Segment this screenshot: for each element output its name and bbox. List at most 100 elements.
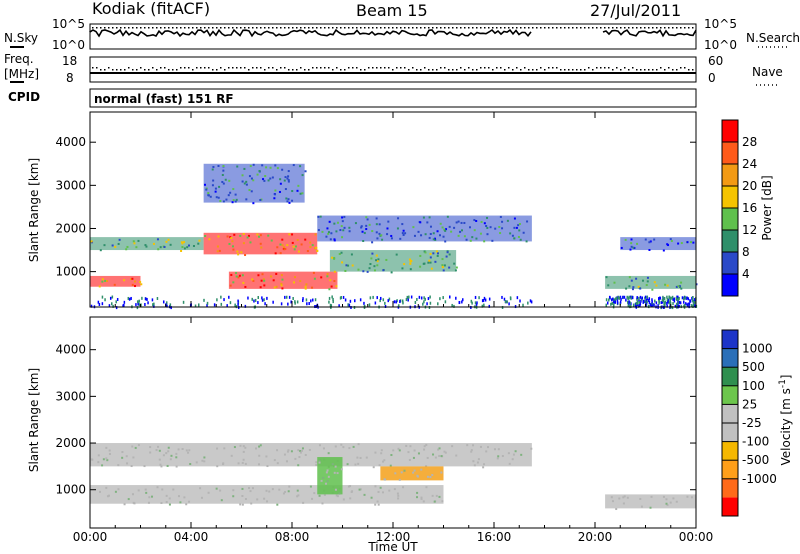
power-echo-pixel	[479, 232, 482, 235]
nave-tick-top: 60	[708, 54, 723, 68]
velocity-echo-pixel	[242, 458, 245, 461]
velocity-echo-pixel	[105, 486, 108, 489]
velocity-echo-pixel	[342, 498, 345, 501]
nsearch-dot	[472, 27, 474, 29]
nave-dot	[184, 67, 186, 69]
power-echo-pixel	[386, 227, 389, 230]
power-echo-pixel	[607, 284, 610, 287]
velocity-echo-pixel	[315, 463, 318, 466]
power-echo-pixel	[256, 233, 259, 236]
velocity-echo-pixel	[326, 469, 329, 472]
velocity-echo-pixel	[284, 490, 287, 493]
velocity-echo-pixel	[398, 449, 401, 452]
velocity-echo-pixel	[508, 462, 511, 465]
power-echo-pixel	[281, 168, 284, 171]
nsearch-dot	[600, 27, 602, 29]
power-echo-pixel	[134, 285, 137, 288]
velocity-echo-pixel	[356, 456, 359, 459]
power-echo-pixel	[332, 297, 334, 301]
power-echo-pixel	[666, 284, 669, 287]
power-echo-pixel	[375, 217, 378, 220]
power-echo-pixel	[163, 245, 166, 248]
y-tick-label-3: 4000	[55, 343, 86, 357]
power-echo-pixel	[259, 242, 262, 245]
velocity-echo-pixel	[166, 464, 169, 467]
velocity-echo-pixel	[108, 494, 111, 497]
power-echo-pixel	[623, 295, 626, 299]
velocity-colorbar-block	[722, 348, 738, 368]
power-colorbar-label: Power [dB]	[760, 175, 774, 240]
velocity-echo-pixel	[335, 494, 338, 497]
power-echo-pixel	[274, 189, 277, 192]
power-echo-pixel	[371, 252, 374, 255]
power-echo-pixel	[382, 298, 385, 302]
power-echo-pixel	[125, 248, 128, 251]
power-echo-pixel	[454, 269, 457, 272]
power-echo-pixel	[455, 266, 458, 269]
power-echo-pixel	[293, 248, 296, 251]
velocity-echo-pixel	[423, 445, 426, 448]
power-echo-pixel	[651, 300, 653, 304]
nsearch-dot	[284, 27, 286, 29]
power-colorbar-block	[722, 164, 738, 186]
power-echo-pixel	[629, 248, 632, 251]
nave-dot	[100, 69, 102, 71]
velocity-colorbar-block	[722, 404, 738, 423]
power-echo-pixel	[348, 230, 351, 233]
velocity-echo-pixel	[340, 443, 343, 446]
power-echo-pixel	[153, 304, 155, 308]
power-echo-pixel	[301, 192, 304, 195]
nsearch-dot	[308, 27, 310, 29]
power-echo-pixel	[375, 231, 378, 234]
power-echo-pixel	[361, 230, 364, 233]
power-echo-pixel	[211, 168, 214, 171]
velocity-colorbar-tick-label: -1000	[742, 472, 777, 486]
nsearch-dot	[112, 27, 114, 29]
velocity-echo-pixel	[384, 478, 387, 481]
nave-dot	[552, 67, 554, 69]
power-echo-pixel	[695, 283, 698, 286]
power-echo-pixel	[677, 295, 679, 299]
nave-dot	[640, 69, 642, 71]
velocity-echo-pixel	[358, 488, 361, 491]
velocity-echo-pixel	[241, 494, 244, 497]
power-echo-pixel	[376, 296, 378, 300]
power-echo-pixel	[126, 245, 129, 248]
nave-dot	[376, 67, 378, 69]
power-echo-pixel	[326, 273, 329, 276]
power-echo-pixel	[657, 304, 659, 308]
velocity-echo-pixel	[380, 449, 383, 452]
power-echo-pixel	[114, 245, 117, 248]
power-echo-pixel	[614, 300, 617, 304]
power-echo-pixel	[371, 230, 374, 233]
power-echo-pixel	[426, 302, 428, 306]
power-echo-pixel	[422, 216, 425, 219]
nsearch-dot	[200, 27, 202, 29]
power-echo-pixel	[390, 234, 393, 237]
nsearch-dot	[468, 27, 470, 29]
power-echo-pixel	[335, 230, 338, 233]
power-echo-pixel	[270, 239, 273, 242]
velocity-echo-pixel	[242, 450, 245, 453]
power-echo-pixel	[406, 295, 409, 299]
power-echo-pixel	[340, 225, 343, 228]
power-echo-pixel	[692, 241, 695, 244]
velocity-echo-pixel	[422, 500, 425, 503]
velocity-echo-pixel	[195, 461, 198, 464]
power-echo-pixel	[672, 297, 674, 301]
velocity-echo-pixel	[323, 493, 326, 496]
velocity-echo-pixel	[165, 494, 168, 497]
power-echo-pixel	[513, 226, 516, 229]
velocity-echo-pixel	[101, 464, 104, 467]
nsearch-dot	[360, 27, 362, 29]
power-echo-pixel	[632, 246, 635, 249]
velocity-echo-pixel	[357, 462, 360, 465]
nave-dot	[144, 69, 146, 71]
power-echo-pixel	[273, 197, 276, 200]
power-echo-pixel	[408, 295, 410, 299]
power-echo-pixel	[287, 179, 290, 182]
velocity-echo-pixel	[662, 495, 665, 498]
power-echo-pixel	[242, 281, 245, 284]
nsearch-dot	[148, 27, 150, 29]
power-echo-pixel	[232, 281, 235, 284]
